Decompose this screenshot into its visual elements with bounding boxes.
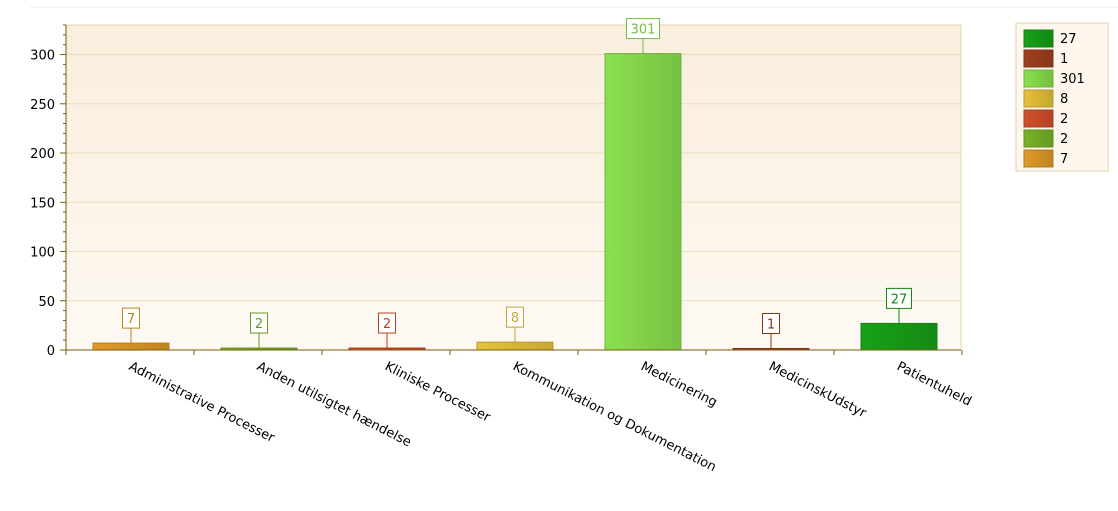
y-axis: 0 50 100 150 200 250 300: [30, 24, 67, 359]
y-tick-label: 300: [30, 49, 55, 64]
legend-swatch: [1023, 129, 1054, 148]
data-label: 301: [631, 23, 656, 38]
data-label-box: [626, 18, 660, 40]
y-tick-label: 250: [30, 98, 55, 113]
data-label: 1: [767, 318, 775, 333]
bar: [476, 341, 554, 351]
data-label: 8: [511, 311, 519, 326]
legend-label: 8: [1060, 92, 1068, 107]
y-tick-label: 100: [30, 246, 55, 261]
legend-swatch: [1023, 29, 1054, 48]
data-label-box: [886, 287, 912, 309]
legend-label: 7: [1060, 152, 1068, 167]
data-label-box: [122, 307, 140, 329]
y-tick-label: 200: [30, 147, 55, 162]
y-tick-label: 150: [30, 196, 55, 211]
legend-label: 1: [1060, 52, 1068, 67]
legend-swatch: [1023, 69, 1054, 88]
bar: [92, 342, 170, 351]
legend-swatch: [1023, 149, 1054, 168]
legend-swatch: [1023, 49, 1054, 68]
data-label-box: [250, 312, 268, 334]
data-label: 2: [383, 317, 391, 332]
legend-label: 2: [1060, 132, 1068, 147]
legend-swatch: [1023, 109, 1054, 128]
data-label-box: [506, 306, 524, 328]
x-category-label: Kliniske Processer: [382, 359, 493, 425]
data-label: 7: [127, 312, 135, 327]
legend-swatch: [1023, 89, 1054, 108]
bars: [92, 53, 938, 351]
data-labels: 7 2 2 8 301 1 27: [122, 18, 912, 349]
legend-label: 2: [1060, 112, 1068, 127]
data-label: 27: [891, 292, 908, 307]
data-label-box: [762, 313, 780, 334]
x-category-label: Kommunikation og Dokumentation: [510, 359, 718, 475]
gridlines: [66, 54, 961, 302]
data-label: 2: [255, 317, 263, 332]
legend-label: 27: [1060, 32, 1077, 47]
legend-label: 301: [1060, 72, 1085, 87]
x-category-label: MedicinskUdstyr: [766, 359, 869, 421]
y-tick-label: 50: [38, 295, 55, 310]
y-tick-label: 0: [47, 344, 55, 359]
bar: [860, 322, 938, 351]
data-label-box: [378, 312, 396, 334]
x-category-label: Patientuheld: [894, 359, 974, 409]
bar: [604, 53, 682, 351]
x-category-label: Medicinering: [638, 359, 719, 410]
